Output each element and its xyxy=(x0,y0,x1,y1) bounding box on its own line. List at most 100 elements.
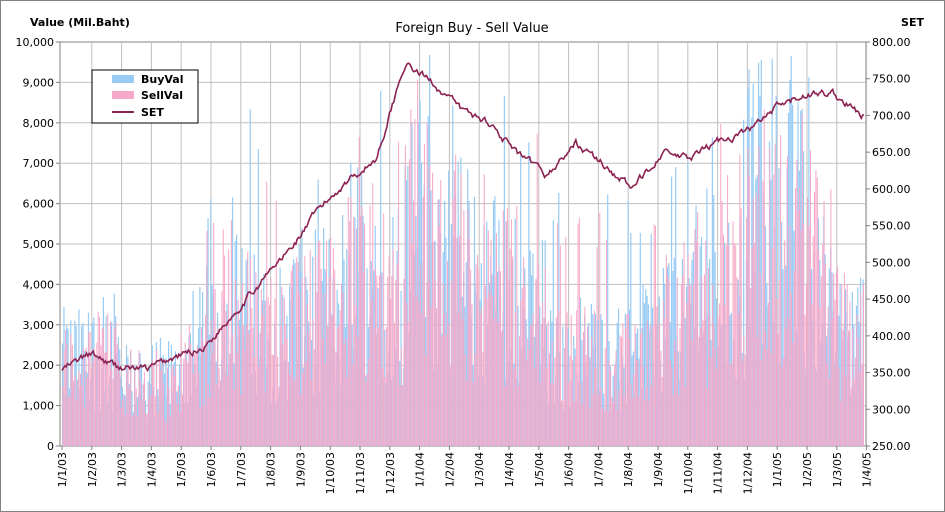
sellval-bar xyxy=(774,144,776,446)
buyval-bar xyxy=(643,303,646,446)
sellval-bar xyxy=(370,300,372,446)
sellval-bar xyxy=(822,243,824,446)
buyval-bar xyxy=(448,170,450,447)
sellval-bar xyxy=(89,331,91,446)
sellval-bar xyxy=(517,386,519,446)
buyval-bar xyxy=(207,218,209,446)
x-tick-label: 1/3/03 xyxy=(116,452,129,487)
sellval-bar xyxy=(430,307,432,446)
sellval-bar xyxy=(633,374,635,446)
sellval-bar xyxy=(134,371,136,446)
sellval-bar xyxy=(308,332,310,446)
sellval-bar xyxy=(343,344,345,446)
y-tick-label: 10,000 xyxy=(16,36,55,49)
sellval-bar xyxy=(104,352,106,446)
sellval-bar xyxy=(667,275,669,446)
buyval-bar xyxy=(346,249,348,446)
sellval-bar xyxy=(780,135,782,446)
sellval-bar xyxy=(130,349,132,446)
sellval-bar xyxy=(245,325,247,446)
sellval-bar xyxy=(263,302,265,446)
sellval-bar xyxy=(177,385,179,446)
sellval-bar xyxy=(561,400,563,446)
sellval-bar xyxy=(86,377,88,446)
sellval-bar xyxy=(581,404,583,446)
sellval-bar xyxy=(818,250,820,446)
buyval-bar xyxy=(775,95,777,447)
sellval-bar xyxy=(312,318,314,446)
sellval-bar xyxy=(400,347,402,446)
sellval-bar xyxy=(307,303,309,446)
sellval-bar xyxy=(107,313,109,446)
sellval-bar xyxy=(599,212,601,446)
sellval-bar xyxy=(85,348,87,446)
buyval-bar xyxy=(616,322,618,446)
buyval-bar xyxy=(407,165,409,446)
sellval-bar xyxy=(803,224,805,446)
sellval-bar xyxy=(451,280,453,446)
sellval-bar xyxy=(841,284,843,446)
sellval-bar xyxy=(135,388,137,446)
y2-tick-label: 300.00 xyxy=(872,403,911,416)
sellval-bar xyxy=(799,187,801,446)
sellval-bar xyxy=(747,147,749,446)
sellval-bar xyxy=(729,364,731,446)
sellval-bar xyxy=(342,292,344,446)
y2-axis-ticks: 250.00 300.00 350.00 400.00 450.00 500.00 550.… xyxy=(866,36,911,453)
sellval-bar xyxy=(720,123,722,447)
sellval-bar xyxy=(278,386,280,446)
sellval-bar xyxy=(657,338,659,446)
y-tick-label: 6,000 xyxy=(23,198,55,211)
sellval-bar xyxy=(173,375,175,446)
sellval-bar xyxy=(152,359,154,446)
y2-tick-label: 600.00 xyxy=(872,183,911,196)
x-tick-label: 1/5/04 xyxy=(533,452,546,487)
buyval-bar xyxy=(787,113,790,447)
buyval-bar xyxy=(592,313,594,446)
buyval-bar xyxy=(781,221,783,446)
sellval-bar xyxy=(373,328,375,446)
sellval-bar xyxy=(452,198,454,446)
sellval-bar xyxy=(112,379,114,446)
sellval-bar xyxy=(376,275,378,446)
x-tick-label: 1/9/03 xyxy=(294,452,307,487)
sellval-bar xyxy=(470,269,472,446)
sellval-bar xyxy=(402,385,404,446)
sellval-bar xyxy=(264,391,266,446)
buyval-bar xyxy=(630,233,632,446)
sellval-bar xyxy=(510,219,512,446)
sellval-bar xyxy=(267,297,269,446)
buyval-bar xyxy=(617,308,620,446)
sellval-bar xyxy=(631,398,633,446)
buyval-bar xyxy=(601,319,603,446)
sellval-bar xyxy=(327,326,329,446)
sellval-bar xyxy=(69,395,71,446)
sellval-bar xyxy=(395,279,397,446)
sellval-bar xyxy=(842,330,844,446)
sellval-bar xyxy=(725,245,727,446)
sellval-bar xyxy=(524,285,526,446)
sellval-bar xyxy=(474,353,476,446)
buyval-bar xyxy=(503,95,505,447)
sellval-bar xyxy=(538,264,540,446)
buyval-bar xyxy=(675,167,677,446)
sellval-bar xyxy=(645,387,647,446)
y-axis-ticks: 0 1,000 2,000 3,000 4,000 5,000 6,000 7,000 8,00… xyxy=(16,36,60,453)
buyval-bar xyxy=(67,328,69,446)
buyval-bar xyxy=(324,269,326,446)
x-tick-label: 1/3/04 xyxy=(473,452,486,487)
sellval-bar xyxy=(468,238,470,446)
sellval-bar xyxy=(415,295,417,446)
buyval-bar xyxy=(473,196,476,446)
sellval-bar xyxy=(525,360,527,446)
sellval-bar xyxy=(789,225,791,446)
sellval-bar xyxy=(164,418,166,446)
sellval-bar xyxy=(455,154,457,446)
sellval-bar xyxy=(335,352,337,446)
sellval-bar xyxy=(292,265,294,446)
x-tick-label: 1/6/04 xyxy=(563,452,576,487)
sellval-bar xyxy=(434,280,436,446)
sellval-bar xyxy=(532,313,534,446)
sellval-bar xyxy=(160,370,162,446)
sellval-bar xyxy=(84,407,86,446)
